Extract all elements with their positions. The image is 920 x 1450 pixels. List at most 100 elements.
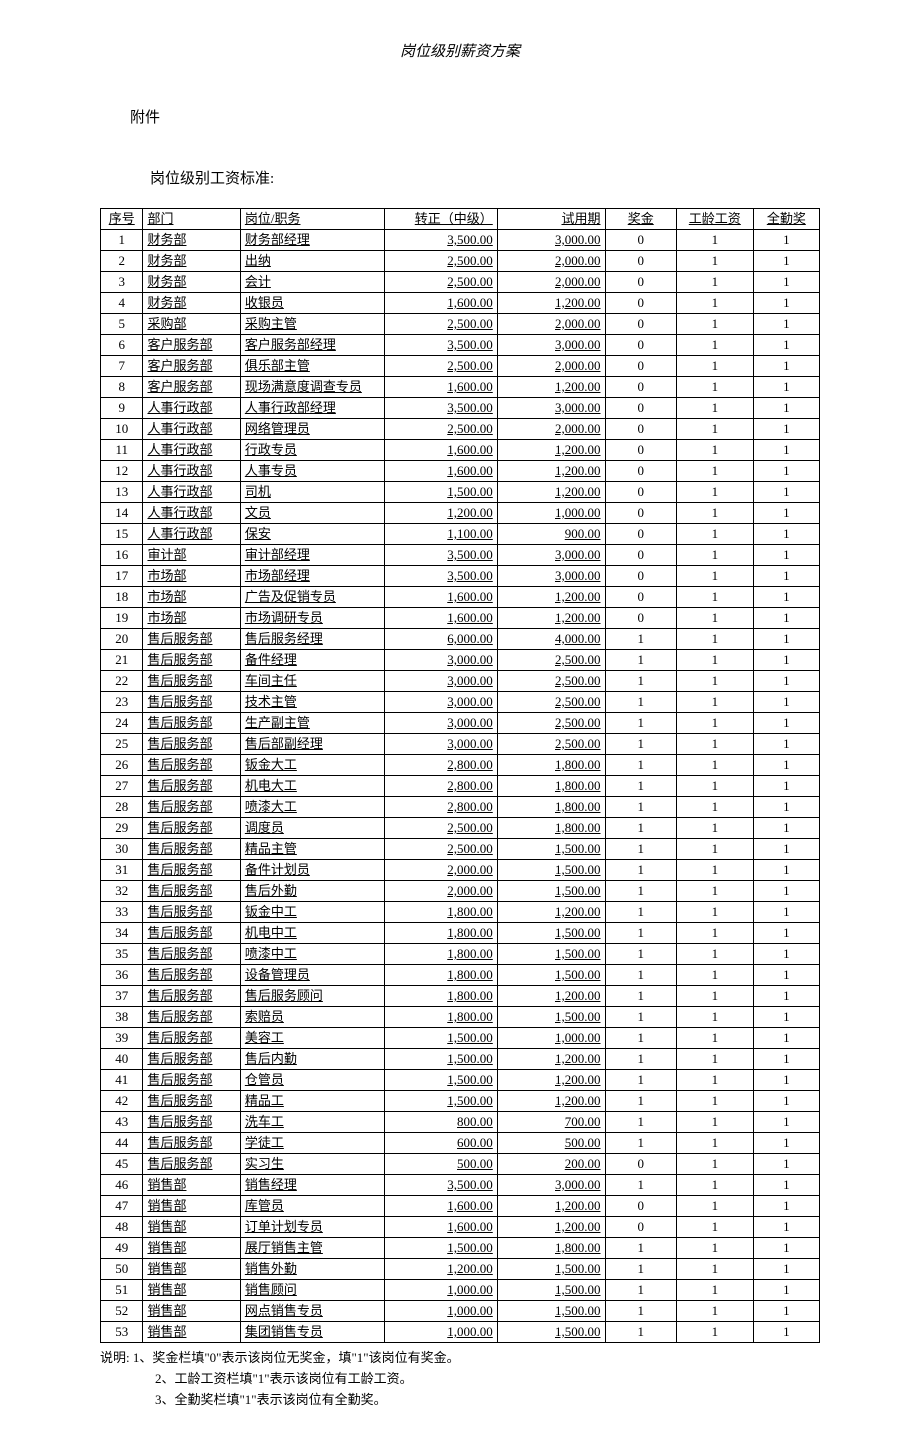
table-cell: 2,800.00 [384, 776, 497, 797]
table-cell: 1 [753, 839, 819, 860]
table-cell: 0 [605, 1217, 676, 1238]
table-cell: 0 [605, 335, 676, 356]
table-cell: 41 [101, 1070, 143, 1091]
table-cell: 1,200.00 [384, 1259, 497, 1280]
table-cell: 喷漆大工 [240, 797, 384, 818]
table-cell: 1 [676, 965, 753, 986]
table-cell: 1,200.00 [497, 902, 605, 923]
table-cell: 1,800.00 [497, 1238, 605, 1259]
table-cell: 售后服务部 [143, 1133, 240, 1154]
table-cell: 1 [753, 797, 819, 818]
table-cell: 1 [753, 986, 819, 1007]
table-cell: 网络管理员 [240, 419, 384, 440]
table-cell: 1 [676, 629, 753, 650]
table-row: 52销售部网点销售专员1,000.001,500.00111 [101, 1301, 820, 1322]
table-cell: 客户服务部 [143, 377, 240, 398]
table-cell: 39 [101, 1028, 143, 1049]
table-cell: 1 [676, 524, 753, 545]
table-cell: 1,500.00 [497, 1259, 605, 1280]
table-cell: 财务部 [143, 293, 240, 314]
table-cell: 设备管理员 [240, 965, 384, 986]
table-cell: 生产副主管 [240, 713, 384, 734]
table-cell: 1,800.00 [384, 986, 497, 1007]
table-cell: 10 [101, 419, 143, 440]
table-cell: 1 [676, 1049, 753, 1070]
table-cell: 1 [676, 1238, 753, 1259]
table-cell: 财务部经理 [240, 230, 384, 251]
table-cell: 50 [101, 1259, 143, 1280]
table-cell: 13 [101, 482, 143, 503]
table-cell: 1,500.00 [497, 965, 605, 986]
table-cell: 1 [605, 797, 676, 818]
table-cell: 0 [605, 419, 676, 440]
table-cell: 售后服务部 [143, 755, 240, 776]
table-cell: 1 [605, 650, 676, 671]
table-cell: 1,500.00 [497, 1280, 605, 1301]
table-cell: 700.00 [497, 1112, 605, 1133]
table-cell: 48 [101, 1217, 143, 1238]
table-cell: 1 [605, 1259, 676, 1280]
table-cell: 库管员 [240, 1196, 384, 1217]
table-row: 41售后服务部仓管员1,500.001,200.00111 [101, 1070, 820, 1091]
table-cell: 财务部 [143, 272, 240, 293]
table-cell: 1 [676, 545, 753, 566]
table-cell: 0 [605, 293, 676, 314]
table-cell: 2,500.00 [384, 419, 497, 440]
table-cell: 2,500.00 [384, 272, 497, 293]
table-row: 35售后服务部喷漆中工1,800.001,500.00111 [101, 944, 820, 965]
table-cell: 200.00 [497, 1154, 605, 1175]
table-cell: 1,600.00 [384, 377, 497, 398]
table-cell: 1 [753, 1217, 819, 1238]
table-row: 27售后服务部机电大工2,800.001,800.00111 [101, 776, 820, 797]
table-cell: 1 [605, 1301, 676, 1322]
table-cell: 1 [753, 713, 819, 734]
table-cell: 售后服务部 [143, 797, 240, 818]
table-cell: 售后部副经理 [240, 734, 384, 755]
table-cell: 集团销售专员 [240, 1322, 384, 1343]
table-cell: 实习生 [240, 1154, 384, 1175]
table-cell: 2,500.00 [497, 671, 605, 692]
table-cell: 1 [676, 419, 753, 440]
table-cell: 1,500.00 [384, 1028, 497, 1049]
table-cell: 1 [753, 251, 819, 272]
table-cell: 1 [753, 818, 819, 839]
table-cell: 审计部经理 [240, 545, 384, 566]
table-cell: 1 [753, 860, 819, 881]
table-cell: 27 [101, 776, 143, 797]
table-cell: 财务部 [143, 230, 240, 251]
table-cell: 订单计划专员 [240, 1217, 384, 1238]
table-cell: 34 [101, 923, 143, 944]
table-cell: 1 [676, 671, 753, 692]
table-cell: 2,800.00 [384, 797, 497, 818]
table-cell: 1 [605, 755, 676, 776]
table-cell: 售后服务部 [143, 944, 240, 965]
table-cell: 1,200.00 [497, 587, 605, 608]
table-row: 45售后服务部实习生500.00200.00011 [101, 1154, 820, 1175]
table-cell: 市场部 [143, 566, 240, 587]
table-cell: 29 [101, 818, 143, 839]
table-cell: 3,000.00 [384, 671, 497, 692]
table-cell: 广告及促销专员 [240, 587, 384, 608]
table-cell: 24 [101, 713, 143, 734]
table-cell: 1 [753, 1070, 819, 1091]
table-cell: 钣金大工 [240, 755, 384, 776]
table-cell: 1,500.00 [497, 839, 605, 860]
table-cell: 1,800.00 [384, 902, 497, 923]
table-cell: 售后服务部 [143, 1091, 240, 1112]
table-row: 26售后服务部钣金大工2,800.001,800.00111 [101, 755, 820, 776]
table-cell: 1 [676, 566, 753, 587]
table-cell: 1 [676, 461, 753, 482]
table-cell: 1,200.00 [497, 1049, 605, 1070]
table-cell: 1 [605, 1175, 676, 1196]
document-title: 岗位级别薪资方案 [100, 40, 820, 61]
table-cell: 文员 [240, 503, 384, 524]
table-cell: 1 [676, 839, 753, 860]
table-cell: 俱乐部主管 [240, 356, 384, 377]
table-cell: 0 [605, 566, 676, 587]
table-cell: 1,000.00 [497, 1028, 605, 1049]
table-cell: 1,600.00 [384, 1196, 497, 1217]
table-cell: 3,000.00 [497, 1175, 605, 1196]
table-row: 53销售部集团销售专员1,000.001,500.00111 [101, 1322, 820, 1343]
table-cell: 0 [605, 230, 676, 251]
table-cell: 1 [676, 440, 753, 461]
